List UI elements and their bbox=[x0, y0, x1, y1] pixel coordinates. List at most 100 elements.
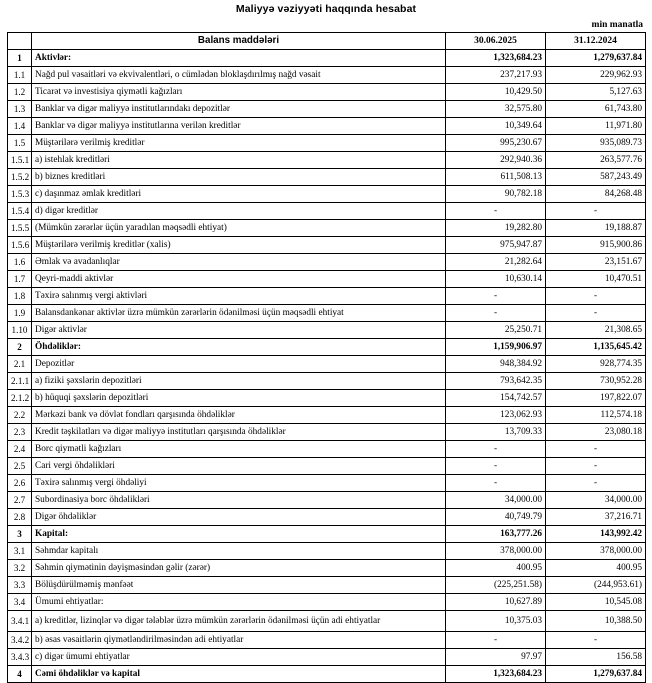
row-index: 2.5 bbox=[7, 457, 32, 475]
table-body: 1 Aktivlər: 1,323,684.23 1,279,637.84 1.1 Nağ… bbox=[7, 49, 646, 683]
table-row: 1.5.6 Müştərilərə verilmiş kreditlər (xal… bbox=[7, 236, 646, 254]
row-label: Borc qiymətli kağızları bbox=[31, 440, 446, 458]
row-value-period-2: 935,089.73 bbox=[545, 134, 646, 152]
table-row: 2.1.2 b) hüquqi şəxslərin depozitləri 154,… bbox=[7, 389, 646, 407]
row-label: Qeyri-maddi aktivlər bbox=[31, 270, 446, 288]
row-index: 1.5.3 bbox=[7, 185, 32, 203]
row-value-period-1: 975,947.87 bbox=[445, 236, 546, 254]
row-value-period-1: 10,630.14 bbox=[445, 270, 546, 288]
row-index: 1.5 bbox=[7, 134, 32, 152]
row-value-period-2: 1,279,637.84 bbox=[545, 49, 646, 67]
row-value-period-2: 928,774.35 bbox=[545, 355, 646, 373]
table-row: 1.5.1 a) istehlak kreditləri 292,940.36 263… bbox=[7, 151, 646, 169]
row-value-period-2: 378,000.00 bbox=[545, 542, 646, 560]
row-value-period-1: 34,000.00 bbox=[445, 491, 546, 509]
row-value-period-2: 37,216.71 bbox=[545, 508, 646, 526]
row-index: 1.1 bbox=[7, 66, 32, 84]
row-value-period-1: - bbox=[445, 304, 546, 322]
row-label: b) əsas vəsaitlərin qiymətləndirilməsind… bbox=[31, 631, 446, 649]
table-row: 3.4.2 b) əsas vəsaitlərin qiymətləndirilm… bbox=[7, 631, 646, 649]
row-value-period-2: 10,545.08 bbox=[545, 593, 646, 611]
row-index: 2.3 bbox=[7, 423, 32, 441]
row-index: 2.1 bbox=[7, 355, 32, 373]
row-label: Səhmdar kapitalı bbox=[31, 542, 446, 560]
row-index: 1.5.2 bbox=[7, 168, 32, 186]
row-index: 2.2 bbox=[7, 406, 32, 424]
row-value-period-1: 1,323,684.23 bbox=[445, 665, 546, 683]
table-row: 1.3 Banklar və digər maliyyə institutları… bbox=[7, 100, 646, 118]
table-row: 1.6 Əmlak və avadanlıqlar 21,282.64 23,151.… bbox=[7, 253, 646, 271]
table-row: 1.2 Ticarət və investisiya qiymətli kağız… bbox=[7, 83, 646, 101]
row-value-period-1: 97.97 bbox=[445, 648, 546, 666]
row-value-period-1: 90,782.18 bbox=[445, 185, 546, 203]
table-row: 3.4.3 c) digər ümumi ehtiyatlar 97.97 156.5… bbox=[7, 648, 646, 666]
page-title: Maliyyə vəziyyəti haqqında hesabat bbox=[235, 3, 417, 15]
row-value-period-1: (225,251.58) bbox=[445, 576, 546, 594]
row-label: Səhmin qiymətinin dəyişməsindən gəlir (z… bbox=[31, 559, 446, 577]
row-label: Əmlak və avadanlıqlar bbox=[31, 253, 446, 271]
row-value-period-1: 25,250.71 bbox=[445, 321, 546, 339]
row-value-period-1: 163,777.26 bbox=[445, 525, 546, 543]
row-value-period-1: 123,062.93 bbox=[445, 406, 546, 424]
table-row: 1 Aktivlər: 1,323,684.23 1,279,637.84 bbox=[7, 49, 646, 67]
row-value-period-1: - bbox=[445, 474, 546, 492]
row-value-period-2: 143,992.42 bbox=[545, 525, 646, 543]
table-row: 1.5.3 c) daşınmaz əmlak kreditləri 90,782.… bbox=[7, 185, 646, 203]
row-value-period-1: 19,282.80 bbox=[445, 219, 546, 237]
row-label: a) istehlak kreditləri bbox=[31, 151, 446, 169]
row-label: Ticarət və investisiya qiymətli kağızlar… bbox=[31, 83, 446, 101]
row-value-period-1: 10,627.89 bbox=[445, 593, 546, 611]
row-value-period-2: 197,822.07 bbox=[545, 389, 646, 407]
row-index: 2 bbox=[7, 338, 32, 356]
table-row: 1.5.4 d) digər kreditlər - - bbox=[7, 202, 646, 220]
row-label: Cəmi öhdəliklər və kapital bbox=[31, 665, 446, 683]
row-value-period-1: - bbox=[445, 202, 546, 220]
row-value-period-2: - bbox=[545, 304, 646, 322]
row-value-period-2: 21,308.65 bbox=[545, 321, 646, 339]
table-row: 2.1 Depozitlər 948,384.92 928,774.35 bbox=[7, 355, 646, 373]
row-value-period-2: 400.95 bbox=[545, 559, 646, 577]
row-value-period-2: 61,743.80 bbox=[545, 100, 646, 118]
table-row: 1.4 Banklar və digər maliyyə institutları… bbox=[7, 117, 646, 135]
row-index: 3 bbox=[7, 525, 32, 543]
table-row: 2.2 Mərkəzi bank və dövlət fondları qarşı… bbox=[7, 406, 646, 424]
column-header-name: Balans maddələri bbox=[31, 32, 446, 50]
column-header-period-1: 30.06.2025 bbox=[445, 32, 546, 50]
row-value-period-2: - bbox=[545, 474, 646, 492]
row-label: Nağd pul vəsaitləri və ekvivalentləri, o… bbox=[31, 66, 446, 84]
table-header: Balans maddələri 30.06.2025 31.12.2024 bbox=[7, 32, 646, 50]
table-row: 1.9 Balansdankənar aktivlər üzrə mümkün z… bbox=[7, 304, 646, 322]
row-index: 2.6 bbox=[7, 474, 32, 492]
row-label: a) kreditlər, lizinqlər və digər tələblə… bbox=[31, 610, 446, 632]
row-label: b) hüquqi şəxslərin depozitləri bbox=[31, 389, 446, 407]
row-index: 3.4.2 bbox=[7, 631, 32, 649]
row-label: Balansdankənar aktivlər üzrə mümkün zərə… bbox=[31, 304, 446, 322]
row-index: 1.5.6 bbox=[7, 236, 32, 254]
row-value-period-2: (244,953.61) bbox=[545, 576, 646, 594]
row-value-period-1: 292,940.36 bbox=[445, 151, 546, 169]
row-value-period-2: 10,388.50 bbox=[545, 610, 646, 632]
row-index: 2.8 bbox=[7, 508, 32, 526]
row-index: 1 bbox=[7, 49, 32, 67]
table-row: 1.7 Qeyri-maddi aktivlər 10,630.14 10,470.5… bbox=[7, 270, 646, 288]
row-label: a) fiziki şəxslərin depozitləri bbox=[31, 372, 446, 390]
row-value-period-1: 793,642.35 bbox=[445, 372, 546, 390]
row-label: Təxirə salınmış vergi aktivləri bbox=[31, 287, 446, 305]
row-index: 1.8 bbox=[7, 287, 32, 305]
row-value-period-1: - bbox=[445, 631, 546, 649]
row-value-period-2: 263,577.76 bbox=[545, 151, 646, 169]
row-index: 2.7 bbox=[7, 491, 32, 509]
row-label: Ümumi ehtiyatlar: bbox=[31, 593, 446, 611]
row-value-period-1: 611,508.13 bbox=[445, 168, 546, 186]
row-value-period-1: 21,282.64 bbox=[445, 253, 546, 271]
table-row: 3 Kapital: 163,777.26 143,992.42 bbox=[7, 525, 646, 543]
row-value-period-2: 23,080.18 bbox=[545, 423, 646, 441]
row-value-period-1: 10,375.03 bbox=[445, 610, 546, 632]
row-value-period-2: 587,243.49 bbox=[545, 168, 646, 186]
table-row: 3.3 Bölüşdürülməmiş mənfəət (225,251.58) (2… bbox=[7, 576, 646, 594]
row-value-period-2: 19,188.87 bbox=[545, 219, 646, 237]
row-value-period-1: 32,575.80 bbox=[445, 100, 546, 118]
table-row: 3.4.1 a) kreditlər, lizinqlər və digər tə… bbox=[7, 610, 646, 632]
row-value-period-2: 229,962.93 bbox=[545, 66, 646, 84]
row-value-period-2: - bbox=[545, 440, 646, 458]
